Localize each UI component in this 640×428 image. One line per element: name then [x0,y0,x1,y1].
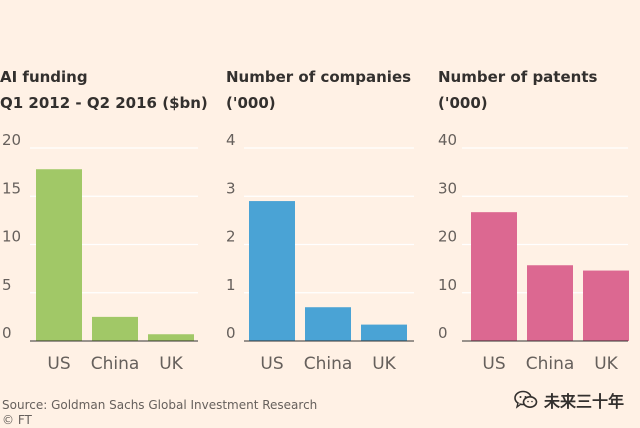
bar [583,270,629,341]
panel-title-ai-funding: AI funding Q1 2012 - Q2 2016 ($bn) [0,64,208,116]
y-tick-label: 30 [438,179,457,197]
title-line-1: AI funding [0,68,88,86]
bar [249,201,295,341]
y-tick-label: 20 [438,228,457,246]
y-tick-label: 0 [2,324,12,342]
title-line-2: Q1 2012 - Q2 2016 ($bn) [0,94,208,112]
y-tick-label: 3 [226,179,236,197]
x-category-label: UK [372,354,396,374]
y-tick-label: 4 [226,131,236,149]
y-tick-label: 5 [2,276,12,294]
x-category-label: China [526,354,575,374]
credit-text: © FT [2,413,32,427]
bar [361,324,407,341]
wechat-icon [514,390,538,409]
x-category-label: China [91,354,140,374]
bar [92,316,138,341]
x-category-label: UK [159,354,183,374]
watermark-text: 未来三十年 [544,392,625,411]
bar [471,212,517,341]
bar [36,169,82,341]
bar [305,307,351,341]
x-category-label: China [304,354,353,374]
title-line-2: ('000) [438,94,488,112]
y-tick-label: 40 [438,131,457,149]
watermark: 未来三十年 [514,388,624,412]
y-tick-label: 2 [226,228,236,246]
y-tick-label: 10 [438,276,457,294]
x-category-label: US [482,354,505,374]
panel-title-patents: Number of patents ('000) [438,64,597,116]
bar [148,334,194,341]
title-line-1: Number of patents [438,68,598,86]
x-category-label: UK [594,354,618,374]
y-tick-label: 20 [2,131,21,149]
y-tick-label: 1 [226,276,236,294]
title-line-2: ('000) [226,94,276,112]
panel-title-companies: Number of companies ('000) [226,64,411,116]
y-tick-label: 0 [226,324,236,342]
y-tick-label: 15 [2,179,21,197]
source-note: Source: Goldman Sachs Global Investment … [2,398,317,428]
y-tick-label: 0 [438,324,448,342]
x-category-label: US [47,354,70,374]
x-category-label: US [260,354,283,374]
y-tick-label: 10 [2,228,21,246]
title-line-1: Number of companies [226,68,412,86]
bar [527,265,573,341]
source-text: Source: Goldman Sachs Global Investment … [2,398,318,412]
